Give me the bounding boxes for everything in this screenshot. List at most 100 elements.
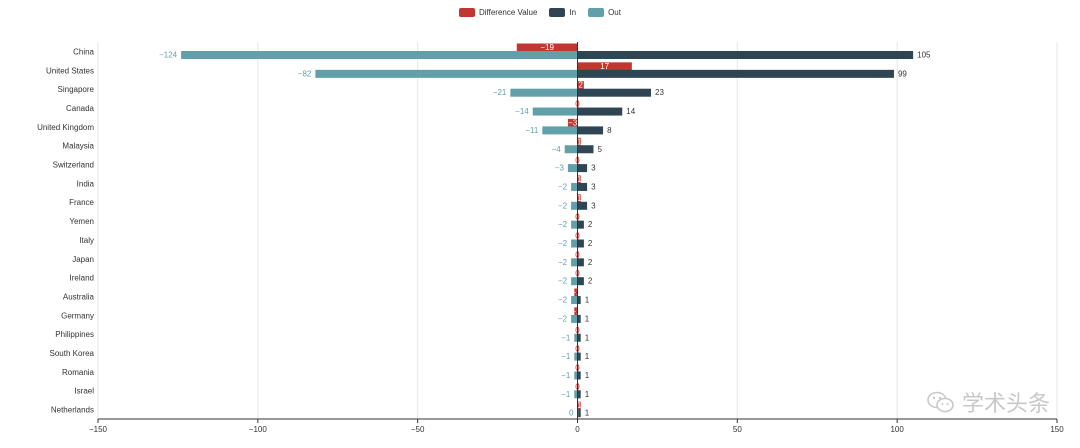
bar-in — [577, 409, 581, 418]
bar-in — [577, 296, 581, 305]
bar-in — [577, 258, 584, 267]
data-label-out: −2 — [558, 220, 568, 229]
bar-out — [571, 296, 578, 305]
bar-out — [564, 145, 578, 154]
data-label-difference: 1 — [577, 194, 582, 203]
bar-difference — [577, 62, 632, 71]
bar-out — [571, 239, 578, 248]
bar-out — [574, 390, 578, 399]
data-label-out: −2 — [558, 201, 568, 210]
data-label-out: −21 — [493, 88, 507, 97]
data-label-out: −1 — [561, 333, 571, 342]
bar-difference — [574, 307, 578, 316]
legend-label-out: Out — [608, 8, 621, 17]
bar-in — [577, 277, 584, 286]
data-label-in: 99 — [898, 69, 907, 78]
data-label-out: −82 — [298, 69, 312, 78]
y-tick-label: Ireland — [70, 274, 94, 283]
data-label-in: 1 — [585, 314, 590, 323]
y-tick-label: United Kingdom — [37, 123, 94, 132]
bar-in — [577, 314, 581, 323]
bar-out — [542, 126, 578, 135]
bar-difference — [577, 194, 581, 203]
data-label-difference: −1 — [571, 288, 581, 297]
bar-out — [574, 352, 578, 361]
bar-in — [577, 390, 581, 399]
y-tick-label: India — [77, 179, 95, 188]
bar-out — [315, 69, 578, 78]
y-tick-label: United States — [46, 66, 94, 75]
legend-item-in[interactable]: In — [549, 8, 576, 17]
data-label-in: 2 — [588, 239, 593, 248]
data-label-in: 1 — [585, 352, 590, 361]
data-label-out: −2 — [558, 258, 568, 267]
data-label-in: 8 — [607, 126, 612, 135]
x-tick-label: 150 — [1050, 425, 1064, 434]
bar-out — [574, 333, 578, 342]
data-label-in: 2 — [588, 277, 593, 286]
bar-in — [577, 333, 581, 342]
y-tick-label: Israel — [74, 387, 94, 396]
watermark-text: 学术头条 — [961, 392, 1050, 417]
data-label-out: −2 — [558, 239, 568, 248]
bar-difference — [577, 401, 581, 410]
y-tick-label: Switzerland — [53, 161, 94, 170]
data-label-in: 1 — [585, 371, 590, 380]
data-label-difference: 1 — [577, 401, 582, 410]
y-tick-label: Yemen — [69, 217, 94, 226]
bar-difference — [577, 175, 581, 184]
data-label-out: −14 — [515, 107, 529, 116]
data-label-out: −3 — [555, 164, 565, 173]
x-tick-label: 100 — [890, 425, 904, 434]
bar-difference — [574, 288, 578, 297]
y-tick-label: Canada — [66, 104, 95, 113]
bar-in — [577, 126, 604, 135]
data-label-in: 3 — [591, 182, 596, 191]
y-tick-label: Netherlands — [51, 406, 94, 415]
data-label-out: −1 — [561, 352, 571, 361]
data-label-difference: 1 — [577, 175, 582, 184]
bar-difference — [577, 137, 581, 146]
y-tick-label: China — [73, 47, 94, 56]
y-tick-label: France — [69, 198, 94, 207]
data-label-in: 1 — [585, 409, 590, 418]
y-tick-label: Australia — [63, 292, 95, 301]
bar-in — [577, 201, 588, 210]
data-label-in: 14 — [626, 107, 635, 116]
y-tick-label: Italy — [79, 236, 94, 245]
x-tick-label: −100 — [249, 425, 268, 434]
bar-difference — [567, 118, 578, 127]
data-label-out: −2 — [558, 296, 568, 305]
data-label-difference: −1 — [571, 307, 581, 316]
x-tick-label: 50 — [733, 425, 742, 434]
bar-in — [577, 88, 652, 97]
bar-out — [532, 107, 578, 116]
legend-label-in: In — [569, 8, 577, 17]
legend-swatch-out — [588, 8, 605, 17]
bar-out — [571, 201, 578, 210]
bar-difference — [516, 43, 578, 52]
bar-out — [571, 314, 578, 323]
bar-difference — [577, 81, 584, 90]
legend-item-difference[interactable]: Difference Value — [459, 8, 537, 17]
bar-out — [574, 371, 578, 380]
bar-out — [181, 51, 578, 59]
legend-swatch-in — [549, 8, 566, 17]
data-label-out: −2 — [558, 182, 568, 191]
legend-swatch-difference — [459, 8, 475, 17]
data-label-out: 0 — [569, 409, 574, 418]
bar-out — [571, 258, 578, 267]
bar-out — [567, 164, 578, 173]
x-tick-label: 0 — [575, 425, 580, 434]
bar-in — [577, 107, 623, 116]
data-label-in: 1 — [585, 296, 590, 305]
data-label-in: 1 — [585, 333, 590, 342]
bar-in — [577, 145, 594, 154]
legend-item-out[interactable]: Out — [588, 8, 621, 17]
data-label-difference: 2 — [578, 81, 583, 90]
legend: Difference Value In Out — [0, 8, 1080, 17]
data-label-in: 23 — [655, 88, 664, 97]
y-tick-label: Malaysia — [62, 142, 94, 151]
y-tick-label: Philippines — [55, 330, 94, 339]
data-label-in: 3 — [591, 164, 596, 173]
